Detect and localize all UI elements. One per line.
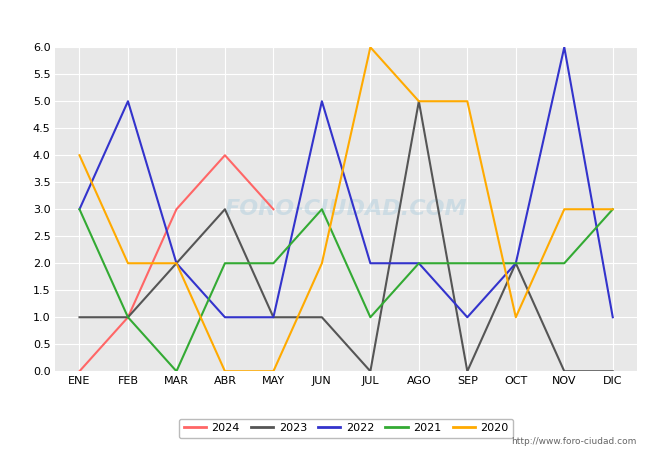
Text: Matriculaciones de Vehiculos en Puigpelat: Matriculaciones de Vehiculos en Puigpela…	[151, 9, 499, 27]
Text: http://www.foro-ciudad.com: http://www.foro-ciudad.com	[512, 436, 637, 446]
Legend: 2024, 2023, 2022, 2021, 2020: 2024, 2023, 2022, 2021, 2020	[179, 419, 513, 438]
Text: FORO-CIUDAD.COM: FORO-CIUDAD.COM	[225, 199, 467, 219]
